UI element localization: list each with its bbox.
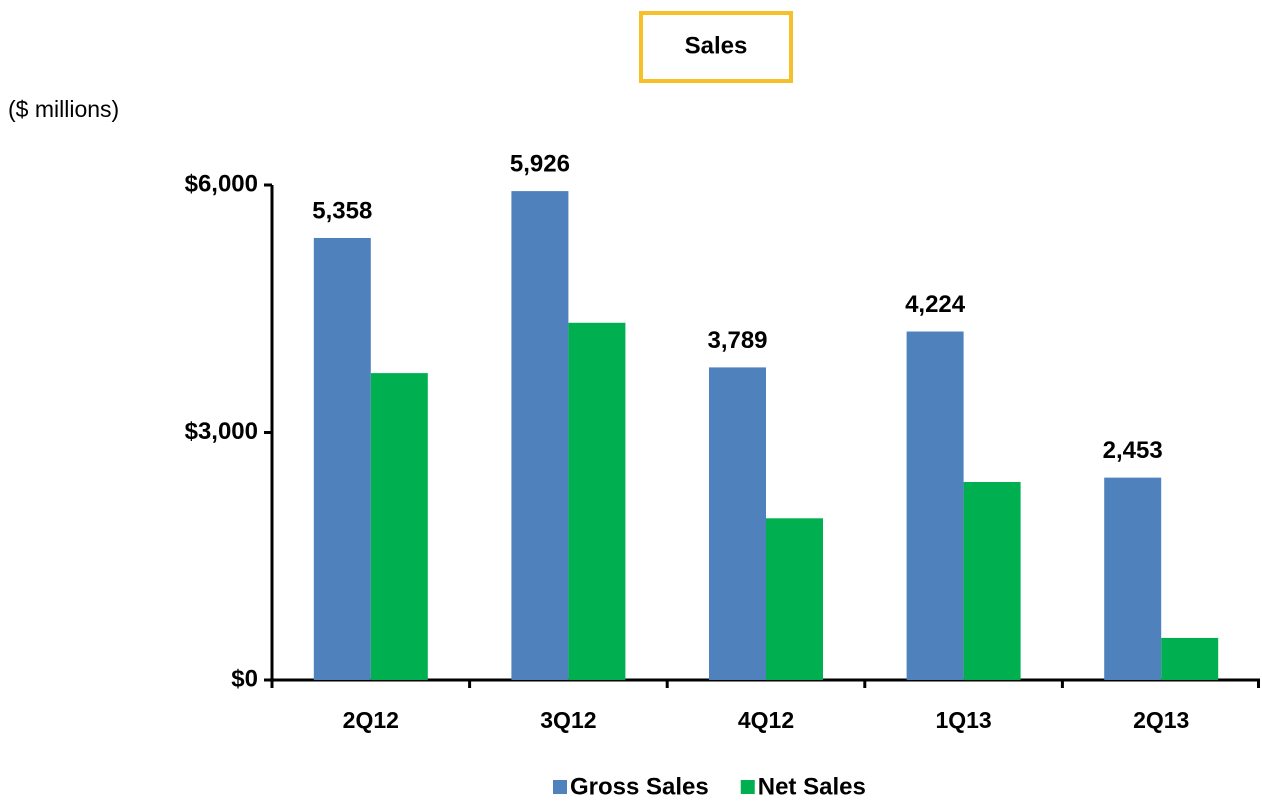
bar [313,237,371,680]
y-tick-label: $6,000 [185,170,258,197]
x-tick-label: 2Q12 [343,707,399,733]
data-label: 3,789 [707,327,767,354]
bar [1104,477,1162,680]
bar [766,518,823,680]
bar [511,191,569,681]
bar [709,367,766,680]
data-label: 4,224 [905,291,966,318]
bar [906,331,964,680]
y-tick-label: $3,000 [185,418,258,445]
x-tick-label: 1Q13 [935,707,991,733]
x-tick-label: 4Q12 [738,707,794,733]
legend-swatch [553,780,567,794]
bar [963,482,1021,680]
subtitle: ($ millions) [8,96,119,122]
data-label: 5,358 [312,197,372,224]
legend-swatch [740,780,755,794]
bar [568,322,626,680]
chart-title: Sales [685,32,748,59]
bar [370,373,428,680]
title-box [639,11,793,83]
x-tick-label: 3Q12 [540,707,596,733]
legend-label: Gross Sales [570,773,709,800]
bar [1161,637,1219,680]
y-tick-label: $0 [231,665,258,692]
legend-label: Net Sales [758,773,866,800]
x-tick-label: 2Q13 [1133,707,1189,733]
data-label: 2,453 [1103,437,1163,464]
data-label: 5,926 [510,150,570,177]
